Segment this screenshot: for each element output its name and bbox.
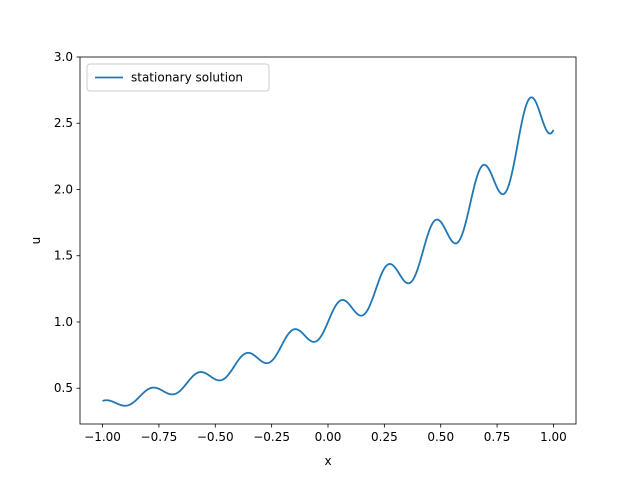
x-tick-label: 0.00 (315, 430, 342, 444)
y-axis-label: u (29, 237, 43, 245)
y-tick-label: 3.0 (54, 50, 73, 64)
x-tick-label: −0.50 (197, 430, 234, 444)
x-tick-label: −0.75 (141, 430, 178, 444)
x-tick-label: 0.50 (427, 430, 454, 444)
x-tick-label: 1.00 (540, 430, 567, 444)
x-tick-label: −0.25 (253, 430, 290, 444)
series-line-stationary-solution (102, 96, 555, 407)
y-axis: 0.5 1.0 1.5 2.0 2.5 3.0 (54, 50, 80, 395)
legend: stationary solution (86, 63, 270, 92)
y-tick-label: 1.5 (54, 249, 73, 263)
legend-entry-label: stationary solution (131, 71, 243, 85)
x-tick-label: 0.75 (484, 430, 511, 444)
y-tick-label: 1.0 (54, 315, 73, 329)
x-axis-label: x (324, 454, 331, 468)
x-tick-label: 0.25 (371, 430, 398, 444)
y-tick-label: 2.0 (54, 182, 73, 196)
y-tick-label: 2.5 (54, 116, 73, 130)
legend-box (86, 63, 270, 92)
x-tick-label: −1.00 (84, 430, 121, 444)
x-axis: −1.00 −0.75 −0.50 −0.25 0.00 0.25 0.50 0.75 1.00 (84, 424, 567, 444)
y-tick-label: 0.5 (54, 381, 73, 395)
